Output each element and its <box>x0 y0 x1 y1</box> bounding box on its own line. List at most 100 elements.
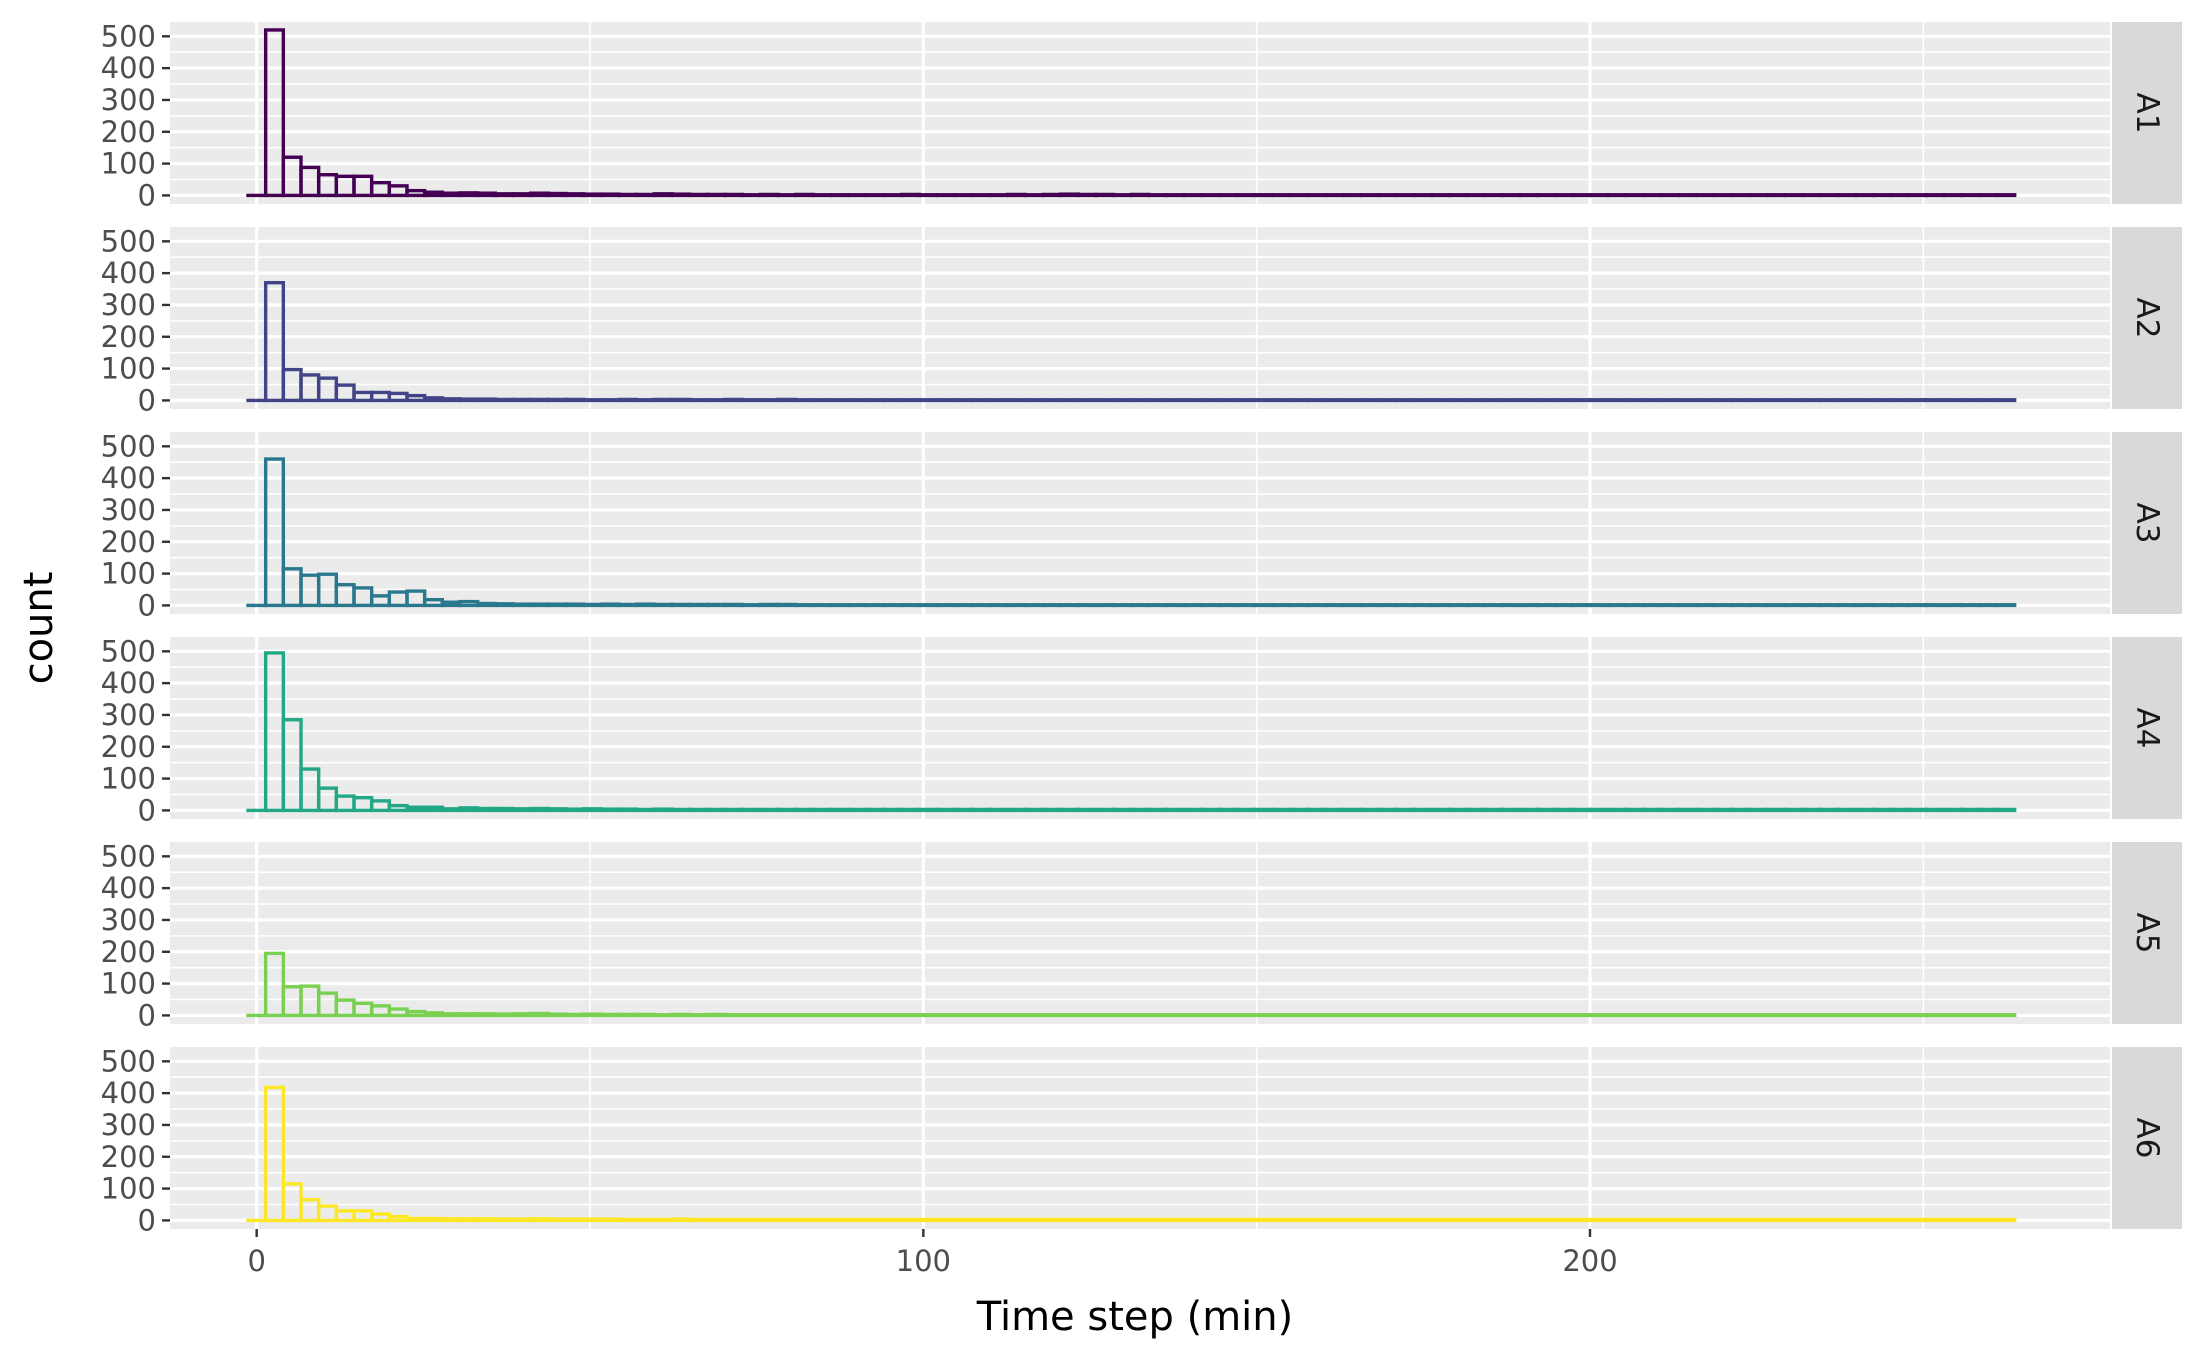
histogram-bar <box>1800 807 1823 813</box>
histogram-bar <box>1182 807 1204 813</box>
histogram-bar <box>599 807 621 813</box>
x-axis: 0 100 200 <box>247 1229 1618 1278</box>
histogram-bar <box>1147 398 1169 403</box>
histogram-bar <box>864 398 886 403</box>
histogram-bar <box>1482 807 1505 813</box>
histogram-bar <box>952 193 975 198</box>
histogram-bar <box>793 398 816 403</box>
histogram-bar <box>1694 398 1717 403</box>
histogram-bar <box>1182 398 1204 403</box>
histogram-bar <box>634 807 657 813</box>
histogram-bar <box>935 1013 957 1018</box>
histogram-bar <box>1818 398 1840 403</box>
histogram-bar <box>1942 1217 1964 1223</box>
histogram-bar <box>793 1217 816 1223</box>
histogram-bar <box>1235 1217 1257 1223</box>
histogram-bar <box>1394 398 1416 403</box>
histogram-bar <box>440 1012 462 1018</box>
histogram-bar <box>1677 1013 1699 1018</box>
histogram-bar <box>1606 1013 1628 1018</box>
histogram-bar <box>1995 807 2017 813</box>
histogram-bar <box>422 1011 445 1018</box>
histogram-bar <box>776 807 798 813</box>
histogram-bar <box>687 1217 710 1223</box>
panel-background <box>170 1047 2110 1229</box>
histogram-bar <box>1853 193 1876 198</box>
histogram-bar <box>1765 1217 1787 1223</box>
panel-background <box>170 637 2110 819</box>
y-tick-label: 200 <box>101 525 156 559</box>
histogram-bar <box>1677 807 1699 813</box>
histogram-bar <box>634 602 657 608</box>
histogram-bar <box>1747 398 1770 403</box>
histogram-bar <box>1253 1217 1275 1223</box>
histogram-bar <box>723 192 745 198</box>
histogram-bar <box>1023 603 1045 608</box>
histogram-bar <box>1747 603 1770 608</box>
histogram-bar <box>1323 807 1346 813</box>
histogram-bar <box>1553 603 1575 608</box>
histogram-bar <box>1641 603 1664 608</box>
y-tick-label: 200 <box>101 1140 156 1174</box>
histogram-bar <box>1889 1217 1911 1223</box>
histogram-bar <box>1058 192 1081 198</box>
histogram-bar <box>882 807 904 813</box>
histogram-bar <box>1606 398 1628 403</box>
histogram-bar <box>776 397 798 403</box>
histogram-bar <box>705 602 727 608</box>
histogram-bar <box>1712 398 1734 403</box>
histogram-bar <box>864 1013 886 1018</box>
histogram-bar <box>1977 1013 1999 1018</box>
histogram-bar <box>988 193 1010 198</box>
histogram-bar <box>758 398 780 403</box>
histogram-bar <box>687 807 710 813</box>
histogram-bar <box>670 1217 692 1223</box>
histogram-bar <box>705 398 727 403</box>
histogram-bar <box>1111 193 1134 198</box>
histogram-bar <box>1800 1217 1823 1223</box>
histogram-bar <box>952 398 975 403</box>
histogram-bar <box>811 603 833 608</box>
histogram-bar <box>846 1013 869 1018</box>
histogram-bar <box>1111 398 1134 403</box>
histogram-bar <box>511 807 533 813</box>
histogram-bar <box>1005 807 1028 813</box>
histogram-bar <box>1235 807 1257 813</box>
histogram-bar <box>1924 807 1946 813</box>
histogram-bar <box>811 193 833 198</box>
histogram-bar <box>1959 807 1982 813</box>
histogram-bar <box>670 602 692 608</box>
histogram-bar <box>1995 603 2017 608</box>
histogram-bar <box>528 191 551 198</box>
y-tick-label: 300 <box>101 903 156 937</box>
histogram-bar <box>652 397 674 403</box>
histogram-bar <box>1270 398 1293 403</box>
facet-strip <box>2112 637 2182 819</box>
histogram-bar <box>1341 193 1363 198</box>
histogram-bar <box>1518 1217 1540 1223</box>
histogram-bar <box>1111 603 1134 608</box>
histogram-bar <box>1429 1013 1452 1018</box>
histogram-bar <box>1306 1217 1328 1223</box>
panel-background <box>170 842 2110 1024</box>
histogram-bar <box>1571 603 1593 608</box>
histogram-bar <box>899 398 922 403</box>
histogram-bar <box>1217 1013 1240 1018</box>
histogram-bar <box>1730 1013 1752 1018</box>
histogram-bar <box>263 280 286 403</box>
histogram-bar <box>1535 398 1558 403</box>
histogram-bar <box>1041 1013 1063 1018</box>
histogram-bar <box>829 807 851 813</box>
histogram-bar <box>1465 1013 1487 1018</box>
histogram-bar <box>1500 398 1522 403</box>
histogram-bar <box>1712 807 1734 813</box>
histogram-bar <box>564 1012 586 1018</box>
histogram-bar <box>1041 192 1063 198</box>
histogram-bar <box>1447 603 1469 608</box>
histogram-bar <box>1323 1217 1346 1223</box>
y-tick-label: 0 <box>138 998 156 1032</box>
histogram-bar <box>1588 1217 1611 1223</box>
histogram-bar <box>263 951 286 1018</box>
histogram-bar <box>1482 1013 1505 1018</box>
